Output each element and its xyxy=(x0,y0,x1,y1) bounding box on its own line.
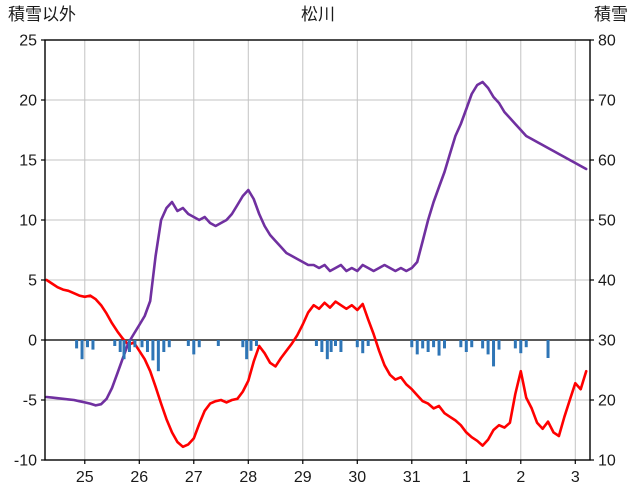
right-axis-tick-label: 70 xyxy=(598,93,616,110)
x-axis-tick-label: 28 xyxy=(239,469,257,486)
right-axis-tick-label: 30 xyxy=(598,333,616,350)
left-axis-tick-label: -5 xyxy=(23,393,37,410)
x-axis-tick-label: 1 xyxy=(462,469,471,486)
x-axis-tick-label: 31 xyxy=(403,469,421,486)
right-axis-tick-label: 10 xyxy=(598,453,616,470)
red-line-left-axis xyxy=(45,278,588,449)
x-axis-tick-label: 26 xyxy=(130,469,148,486)
x-axis-tick-label: 25 xyxy=(76,469,94,486)
right-axis-title: 積雪 xyxy=(594,5,628,24)
left-axis-tick-label: 20 xyxy=(19,93,37,110)
left-axis-title: 積雪以外 xyxy=(8,5,76,24)
purple-line-right-axis xyxy=(45,80,588,407)
left-axis-tick-label: 15 xyxy=(19,153,37,170)
x-axis-tick-label: 29 xyxy=(294,469,312,486)
x-axis-tick-label: 3 xyxy=(571,469,580,486)
right-axis-tick-label: 60 xyxy=(598,153,616,170)
right-axis-tick-label: 80 xyxy=(598,33,616,50)
left-axis-tick-label: 5 xyxy=(28,273,37,290)
left-axis-tick-label: 25 xyxy=(19,33,37,50)
right-axis-tick-label: 50 xyxy=(598,213,616,230)
x-axis-tick-label: 30 xyxy=(348,469,366,486)
right-axis-tick-label: 40 xyxy=(598,273,616,290)
chart-title: 松川 xyxy=(301,5,335,24)
x-axis-tick-label: 2 xyxy=(516,469,525,486)
plot-frame xyxy=(44,39,591,461)
left-axis-tick-label: -10 xyxy=(14,453,37,470)
x-axis-tick-label: 27 xyxy=(185,469,203,486)
left-axis-tick-label: 10 xyxy=(19,213,37,230)
left-axis-tick-label: 0 xyxy=(28,333,37,350)
right-axis-tick-label: 20 xyxy=(598,393,616,410)
